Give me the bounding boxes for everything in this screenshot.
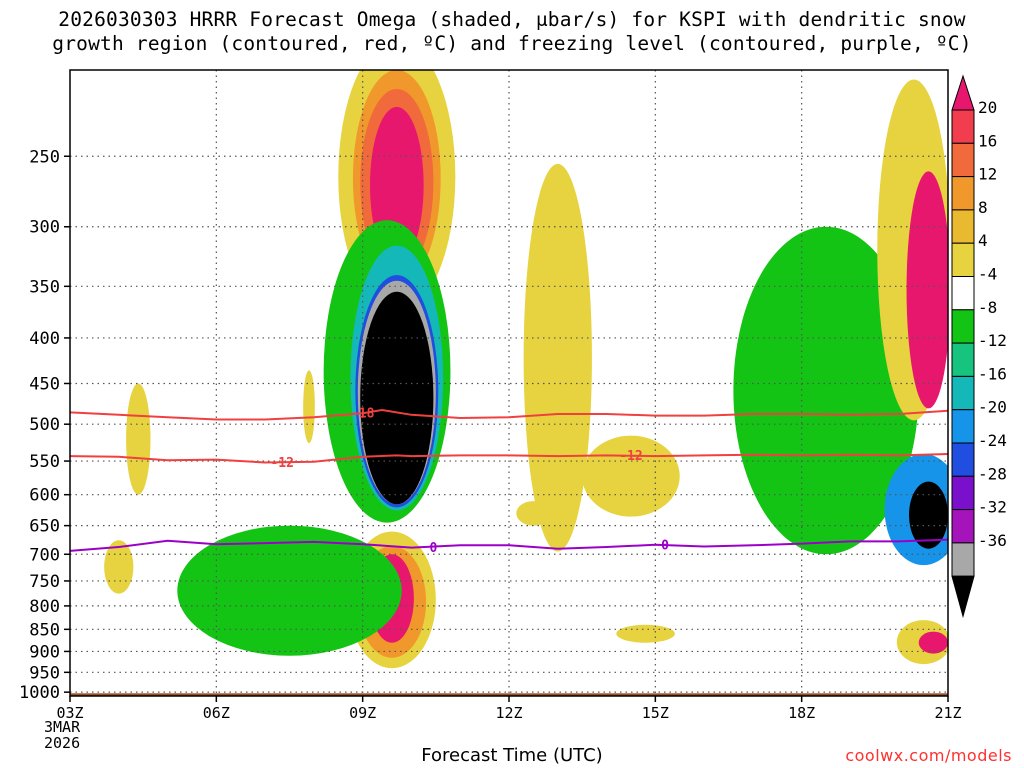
colorbar-swatch-6 bbox=[951, 276, 975, 311]
omega-area-22 bbox=[733, 226, 919, 555]
omega-area-10 bbox=[582, 435, 680, 517]
x-axis: 03Z 06Z 09Z 12Z 15Z 18Z 21Z bbox=[56, 696, 962, 722]
x-tick-label-03Z: 03Z bbox=[56, 704, 83, 722]
dgz-contour-minus12 bbox=[70, 453, 948, 464]
colorbar-label-4: 4 bbox=[978, 231, 988, 250]
colorbar-swatch-11 bbox=[951, 442, 975, 477]
colorbar-swatch-8 bbox=[951, 342, 975, 377]
colorbar-label--20: -20 bbox=[978, 398, 1007, 417]
colorbar-label-16: 16 bbox=[978, 131, 997, 150]
y-tick-label-600: 600 bbox=[29, 486, 60, 506]
y-tick-label-650: 650 bbox=[29, 517, 60, 537]
y-tick-label-750: 750 bbox=[29, 572, 60, 592]
colorbar-label--16: -16 bbox=[978, 364, 1007, 383]
gridlines bbox=[70, 70, 948, 696]
omega-area-12 bbox=[616, 624, 675, 643]
y-tick-label-1000: 1000 bbox=[19, 683, 60, 703]
colorbar-swatch-1 bbox=[951, 109, 975, 144]
chart-title-line-1: 2026030303 HRRR Forecast Omega (shaded, … bbox=[58, 8, 966, 31]
x-tick-label-21Z: 21Z bbox=[934, 704, 961, 722]
colorbar-swatch-2 bbox=[951, 142, 975, 178]
colorbar-label-20: 20 bbox=[978, 98, 997, 117]
colorbar-label--36: -36 bbox=[978, 531, 1007, 550]
omega-area-2 bbox=[303, 370, 315, 444]
contour-lines: -18 -12 -12 0 0 bbox=[70, 407, 948, 556]
y-tick-label-900: 900 bbox=[29, 642, 60, 662]
y-tick-label-250: 250 bbox=[29, 147, 60, 167]
freezing-level-contour bbox=[70, 538, 948, 552]
colorbar-label--8: -8 bbox=[978, 298, 997, 317]
y-tick-label-450: 450 bbox=[29, 374, 60, 394]
colorbar-label--32: -32 bbox=[978, 498, 1007, 517]
x-tick-label-18Z: 18Z bbox=[788, 704, 815, 722]
colorbar-swatch-14 bbox=[951, 542, 975, 577]
x-tick-label-06Z: 06Z bbox=[203, 704, 230, 722]
y-tick-label-500: 500 bbox=[29, 415, 60, 435]
colorbar-swatch-7 bbox=[951, 309, 975, 344]
freezing-level-contour-label-2: 0 bbox=[661, 538, 669, 553]
colorbar-label--28: -28 bbox=[978, 464, 1007, 483]
colorbar-bottom-triangle bbox=[951, 575, 975, 619]
y-tick-label-950: 950 bbox=[29, 663, 60, 683]
y-axis: 2503003504004505005506006507007508008509… bbox=[19, 147, 70, 703]
x-tick-label-12Z: 12Z bbox=[495, 704, 522, 722]
colorbar: 20 16 12 8 4 -4 -8 -12 -16 -20 -24 -28 -32 -36 bbox=[951, 74, 1007, 619]
omega-area-4 bbox=[104, 540, 134, 594]
colorbar-label-12: 12 bbox=[978, 165, 997, 184]
omega-area-28 bbox=[918, 631, 948, 654]
colorbar-label--4: -4 bbox=[978, 265, 997, 284]
omega-area-16 bbox=[177, 525, 402, 656]
y-tick-label-700: 700 bbox=[29, 545, 60, 565]
freezing-level-contour-label-1: 0 bbox=[429, 541, 437, 556]
x-axis-title: Forecast Time (UTC) bbox=[421, 745, 603, 766]
omega-area-26 bbox=[906, 171, 948, 409]
colorbar-swatch-10 bbox=[951, 409, 975, 444]
colorbar-swatch-9 bbox=[951, 375, 975, 411]
y-tick-label-300: 300 bbox=[29, 218, 60, 238]
y-tick-label-350: 350 bbox=[29, 277, 60, 297]
colorbar-swatch-12 bbox=[951, 475, 975, 511]
colorbar-label--24: -24 bbox=[978, 431, 1007, 450]
omega-area-21 bbox=[360, 291, 434, 505]
colorbar-top-triangle bbox=[951, 74, 975, 111]
x-tick-label-15Z: 15Z bbox=[642, 704, 669, 722]
y-tick-label-550: 550 bbox=[29, 452, 60, 472]
omega-area-11 bbox=[516, 501, 551, 526]
colorbar-label-8: 8 bbox=[978, 198, 988, 217]
date-year-label: 2026 bbox=[44, 734, 81, 752]
omega-area-9 bbox=[523, 163, 592, 552]
dgz-contour-minus18-label-1: -18 bbox=[351, 407, 375, 422]
dgz-contour-minus12-label-1: -12 bbox=[270, 456, 293, 471]
y-tick-label-400: 400 bbox=[29, 329, 60, 349]
terrain-fill bbox=[70, 693, 948, 696]
y-tick-label-800: 800 bbox=[29, 597, 60, 617]
date-day-label: 3MAR bbox=[44, 718, 81, 736]
omega-shading bbox=[104, 70, 948, 669]
colorbar-swatch-5 bbox=[951, 242, 975, 277]
chart-title-line-2: growth region (contoured, red, ºC) and f… bbox=[52, 32, 972, 55]
colorbar-swatch-13 bbox=[951, 509, 975, 544]
dgz-contour-minus18 bbox=[70, 408, 948, 421]
x-tick-label-09Z: 09Z bbox=[349, 704, 376, 722]
website-credit: coolwx.com/models bbox=[845, 746, 1012, 765]
omega-area-24 bbox=[908, 481, 948, 549]
colorbar-swatch-3 bbox=[951, 176, 975, 211]
omega-area-3 bbox=[126, 383, 151, 495]
terrain-band bbox=[70, 693, 948, 696]
colorbar-label--12: -12 bbox=[978, 331, 1007, 350]
y-tick-label-850: 850 bbox=[29, 620, 60, 640]
colorbar-swatch-4 bbox=[951, 209, 975, 244]
dgz-contour-minus12-label-2: -12 bbox=[619, 449, 642, 464]
